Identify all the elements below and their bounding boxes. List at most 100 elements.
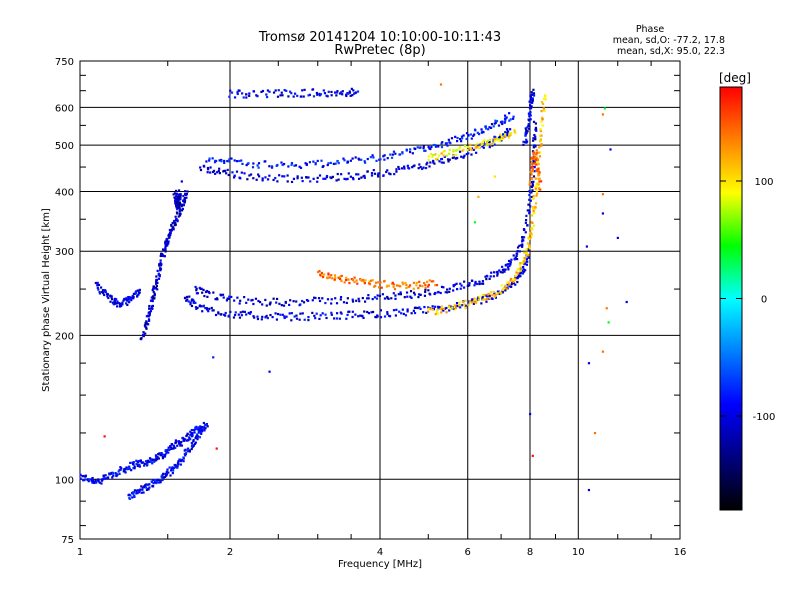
data-point bbox=[541, 124, 544, 127]
data-point bbox=[414, 306, 417, 309]
data-point bbox=[295, 300, 298, 303]
data-point bbox=[473, 128, 477, 131]
data-point bbox=[243, 310, 247, 313]
data-point bbox=[193, 428, 197, 431]
data-point bbox=[305, 176, 308, 179]
data-point bbox=[507, 263, 510, 266]
data-point bbox=[337, 161, 340, 165]
data-point bbox=[366, 310, 369, 314]
data-point bbox=[286, 174, 289, 177]
data-point bbox=[527, 247, 530, 251]
data-point bbox=[133, 467, 136, 470]
data-point bbox=[437, 307, 440, 310]
data-point bbox=[363, 176, 366, 179]
data-point bbox=[532, 180, 535, 183]
data-point bbox=[171, 221, 174, 225]
data-point bbox=[173, 224, 176, 227]
data-point bbox=[524, 269, 527, 272]
data-point bbox=[432, 280, 435, 283]
data-point bbox=[447, 305, 451, 309]
data-point bbox=[130, 299, 133, 302]
data-point bbox=[400, 312, 403, 315]
data-point bbox=[532, 209, 535, 212]
data-point bbox=[392, 285, 395, 289]
data-point bbox=[505, 128, 509, 131]
data-point bbox=[238, 159, 241, 163]
data-point bbox=[335, 94, 338, 97]
data-point bbox=[91, 481, 94, 484]
data-point bbox=[352, 278, 355, 282]
data-point bbox=[142, 491, 145, 494]
data-point bbox=[393, 173, 396, 176]
data-point bbox=[370, 174, 374, 177]
data-point bbox=[454, 149, 457, 152]
data-point bbox=[135, 462, 138, 466]
data-point bbox=[528, 246, 531, 249]
data-point bbox=[448, 309, 451, 312]
data-point bbox=[485, 277, 488, 281]
data-point bbox=[232, 316, 236, 319]
data-point bbox=[522, 236, 526, 239]
data-point bbox=[140, 491, 143, 494]
data-point bbox=[191, 444, 194, 447]
phase-stats-o: mean, sd,O: -77.2, 17.8 bbox=[613, 35, 725, 46]
data-point bbox=[109, 294, 112, 297]
data-point bbox=[423, 294, 427, 297]
data-point bbox=[528, 256, 531, 259]
data-point bbox=[531, 182, 534, 185]
data-point bbox=[398, 167, 401, 171]
data-point bbox=[383, 154, 386, 157]
data-point bbox=[104, 474, 107, 477]
data-point bbox=[218, 167, 221, 170]
data-point bbox=[532, 137, 535, 140]
data-point bbox=[256, 317, 260, 321]
data-point bbox=[389, 173, 392, 176]
data-point bbox=[125, 466, 128, 469]
data-point bbox=[123, 297, 126, 301]
data-point bbox=[192, 439, 195, 442]
data-point bbox=[532, 160, 535, 164]
data-point bbox=[465, 152, 468, 156]
data-point bbox=[361, 315, 364, 318]
data-point bbox=[530, 233, 533, 236]
data-point bbox=[421, 167, 424, 171]
data-point bbox=[208, 307, 211, 310]
data-point bbox=[472, 148, 475, 151]
data-point bbox=[532, 153, 535, 156]
data-point bbox=[351, 310, 354, 313]
data-point bbox=[187, 300, 190, 303]
data-point bbox=[346, 161, 350, 164]
data-point bbox=[492, 290, 495, 294]
data-point bbox=[539, 151, 542, 154]
data-point bbox=[132, 297, 135, 300]
data-point bbox=[464, 304, 467, 307]
data-point bbox=[200, 428, 204, 431]
data-point bbox=[203, 428, 206, 431]
data-point bbox=[463, 154, 466, 157]
y-tick-label: 75 bbox=[61, 535, 74, 546]
data-point bbox=[522, 266, 525, 269]
data-point bbox=[172, 447, 175, 450]
data-point bbox=[394, 152, 397, 155]
data-point bbox=[153, 460, 156, 463]
data-point bbox=[182, 204, 185, 207]
data-point bbox=[165, 452, 168, 455]
data-point bbox=[176, 198, 179, 201]
data-point bbox=[241, 310, 245, 313]
data-point bbox=[222, 296, 225, 299]
data-point bbox=[261, 179, 264, 182]
data-point bbox=[448, 290, 451, 293]
data-point bbox=[392, 150, 396, 153]
data-point bbox=[245, 96, 248, 99]
data-point bbox=[340, 173, 343, 176]
data-point bbox=[264, 316, 267, 319]
data-point bbox=[205, 308, 209, 311]
data-point bbox=[156, 481, 159, 484]
data-point bbox=[436, 308, 439, 311]
data-point bbox=[505, 116, 508, 119]
data-point bbox=[301, 89, 304, 92]
data-point bbox=[131, 496, 134, 499]
data-point bbox=[437, 145, 440, 148]
data-point bbox=[307, 176, 310, 179]
